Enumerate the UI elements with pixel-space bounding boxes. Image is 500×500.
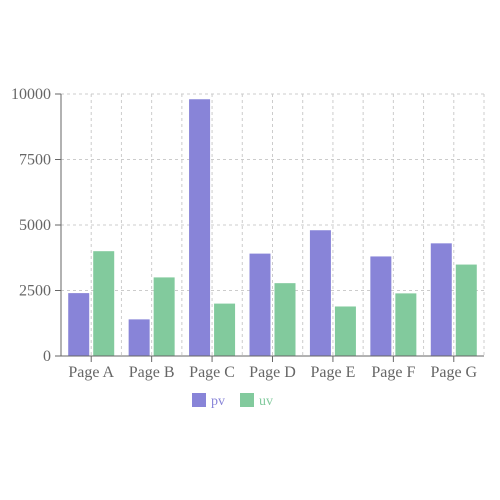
bar-pv-page-e[interactable]: [309, 230, 331, 356]
legend-swatch-uv: [240, 393, 254, 407]
bars: [68, 99, 477, 357]
bar-uv-page-f[interactable]: [395, 293, 417, 356]
bar-uv-page-c[interactable]: [214, 303, 236, 356]
bar-uv-page-g[interactable]: [455, 264, 477, 356]
x-tick-label: Page E: [310, 364, 355, 381]
x-tick-label: Page B: [129, 364, 175, 381]
x-tick-label: Page G: [430, 364, 477, 381]
x-tick-label: Page C: [189, 364, 235, 381]
legend-label-uv: uv: [259, 394, 273, 409]
bar-pv-page-g[interactable]: [430, 243, 452, 356]
bar-pv-page-f[interactable]: [370, 256, 392, 356]
x-tick-label: Page D: [249, 364, 296, 381]
x-axis-ticks: Page A Page B Page C Page D Page E Page F Page…: [68, 356, 478, 381]
legend-swatch-pv: [192, 393, 206, 407]
bar-pv-page-b[interactable]: [128, 319, 150, 356]
bar-pv-page-c[interactable]: [189, 99, 211, 357]
y-tick-label: 7500: [19, 152, 51, 169]
bar-uv-page-b[interactable]: [153, 277, 175, 356]
x-tick-label: Page F: [371, 364, 415, 381]
bar-pv-page-a[interactable]: [68, 293, 90, 356]
legend: pv uv: [192, 393, 273, 409]
bar-uv-page-a[interactable]: [93, 251, 115, 356]
y-tick-label: 0: [43, 348, 51, 365]
y-tick-label: 10000: [11, 86, 51, 103]
bar-pv-page-d[interactable]: [249, 253, 271, 356]
y-tick-label: 2500: [19, 283, 51, 300]
y-axis-ticks: 0 2500 5000 7500 10000: [11, 86, 61, 365]
x-tick-label: Page A: [68, 364, 114, 381]
grid-lines: [61, 93, 485, 356]
y-tick-label: 5000: [19, 217, 51, 234]
legend-label-pv: pv: [211, 394, 225, 409]
bar-uv-page-d[interactable]: [274, 283, 296, 356]
bar-uv-page-e[interactable]: [334, 306, 356, 356]
